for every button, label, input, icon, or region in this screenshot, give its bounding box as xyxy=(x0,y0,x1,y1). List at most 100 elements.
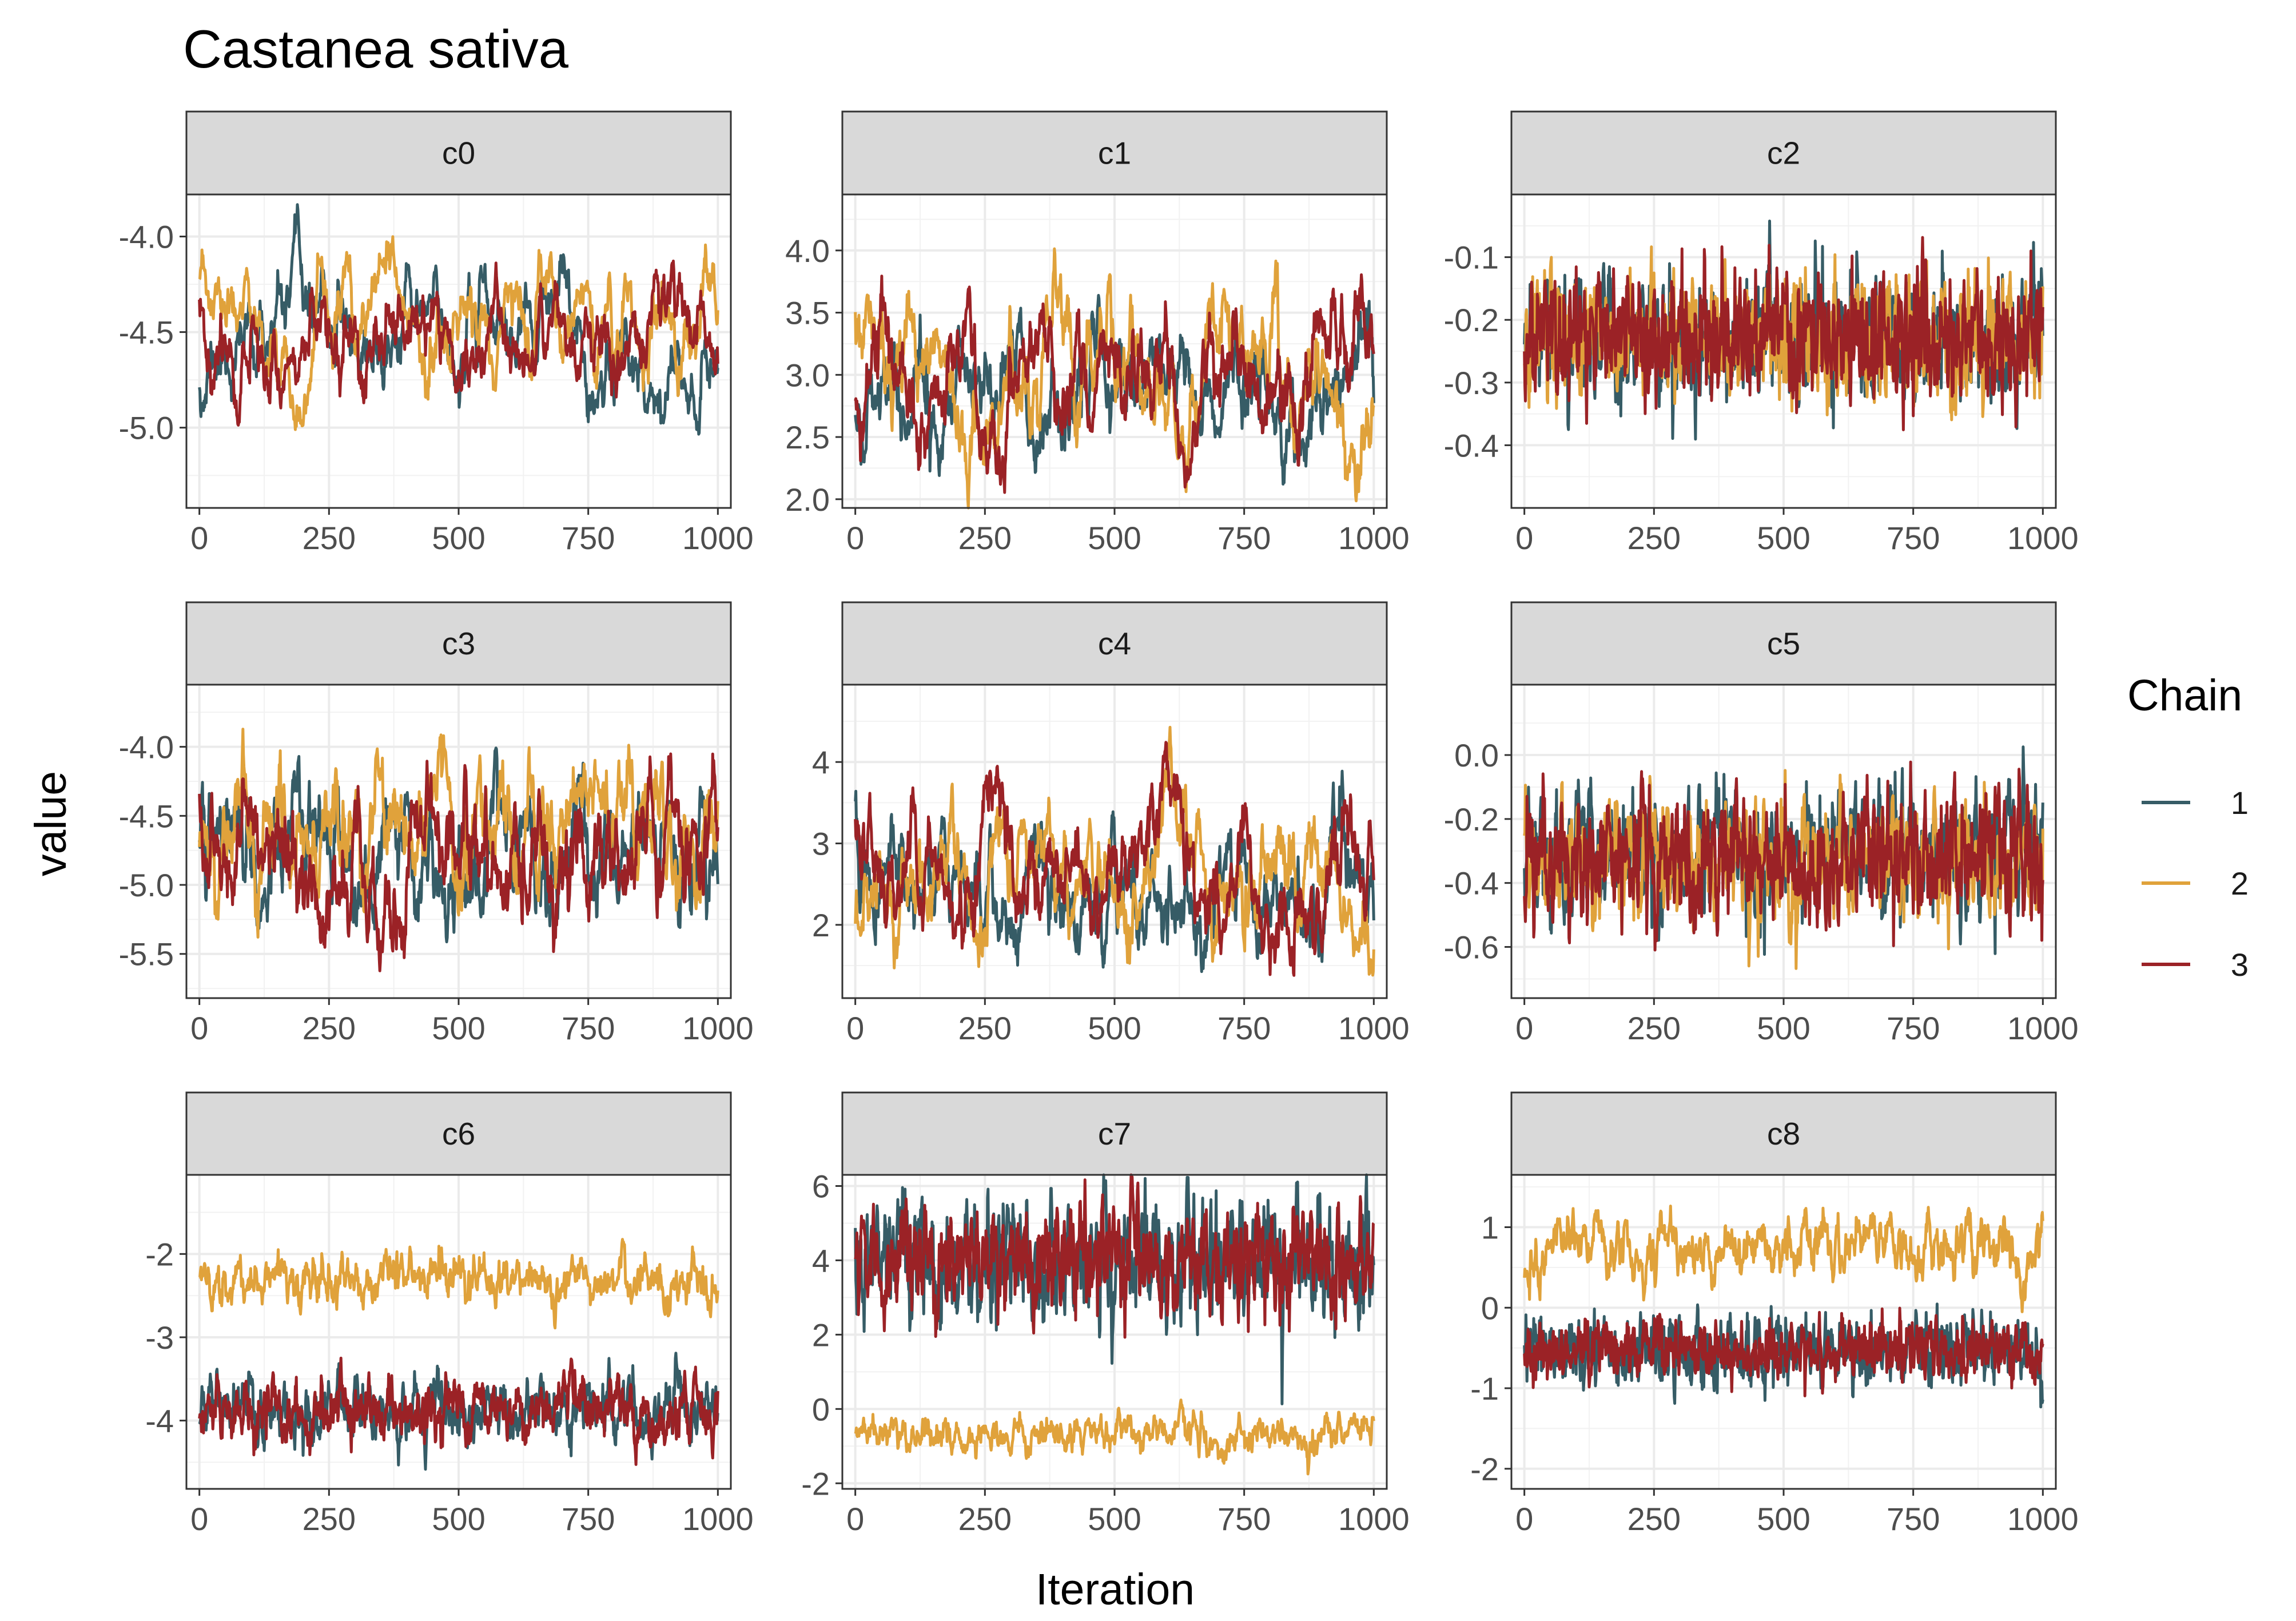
y-tick-label: -1 xyxy=(1470,1370,1499,1407)
strip-c6 xyxy=(185,1091,732,1176)
y-tick-label: 2 xyxy=(812,1317,830,1353)
x-tick-label: 0 xyxy=(846,1010,864,1046)
y-tick-label: -5.5 xyxy=(119,936,174,972)
x-axis-title: Iteration xyxy=(1036,1565,1195,1614)
legend-item-2: 2 xyxy=(2142,865,2249,901)
y-tick-label: -0.4 xyxy=(1444,865,1499,901)
x-tick-label: 750 xyxy=(1887,1010,1940,1046)
x-tick-label: 1000 xyxy=(2007,1010,2079,1046)
y-tick-label: -3 xyxy=(145,1320,174,1356)
x-tick-label: 750 xyxy=(1887,520,1940,556)
strip-c2 xyxy=(1510,110,2057,196)
x-tick-label: 750 xyxy=(1217,1501,1271,1537)
legend: Chain 1 2 3 xyxy=(2127,671,2249,983)
x-tick-label: 500 xyxy=(432,1010,485,1046)
series-line-chain-3 xyxy=(198,1356,719,1466)
y-tick-label: 4.0 xyxy=(785,233,830,269)
legend-label: 3 xyxy=(2231,947,2249,983)
panel-c3: c3 -4.0 -4.5 -5.0 -5.5 0 250 500 750 1000 xyxy=(119,601,754,1046)
series-line-chain-1 xyxy=(854,769,1375,974)
series-line-chain-2 xyxy=(198,235,719,431)
y-tick-label: -0.3 xyxy=(1444,365,1499,401)
y-tick-label: 3.0 xyxy=(785,357,830,393)
x-tick-label: 250 xyxy=(303,1501,356,1537)
y-tick-label: 0 xyxy=(1481,1290,1499,1326)
x-tick-label: 250 xyxy=(303,1010,356,1046)
y-tick-label: -2 xyxy=(145,1236,174,1272)
x-tick-label: 500 xyxy=(1088,1010,1141,1046)
x-tick-label: 750 xyxy=(1887,1501,1940,1537)
panel-c4: c4 4 3 2 0 250 500 750 1000 xyxy=(812,601,1410,1046)
x-tick-label: 500 xyxy=(1757,1010,1810,1046)
series-line-chain-3 xyxy=(1523,760,2044,952)
strip-c0 xyxy=(185,110,732,196)
series-line-chain-3 xyxy=(854,273,1375,494)
x-tick-label: 250 xyxy=(958,1501,1012,1537)
x-tick-label: 250 xyxy=(1628,1501,1681,1537)
strip-label-c1: c1 xyxy=(1098,136,1131,171)
y-tick-label: -2 xyxy=(1470,1451,1499,1487)
y-tick-label: 3 xyxy=(812,826,830,862)
facet-panels: c0-4.0-4.5-5.00 250 500 750 1000c14.03.53.02… xyxy=(119,110,2079,1537)
series-line-chain-2 xyxy=(1523,1205,2044,1313)
series-line-chain-3 xyxy=(1523,236,2044,431)
y-tick-label: -0.2 xyxy=(1444,801,1499,837)
x-tick-label: 1000 xyxy=(2007,1501,2079,1537)
x-tick-label: 750 xyxy=(1217,520,1271,556)
legend-label: 2 xyxy=(2231,865,2249,901)
x-tick-label: 0 xyxy=(190,1501,208,1537)
panel-c2: c2 -0.1 -0.2 -0.3 -0.4 0 250 500 750 1000 xyxy=(1444,110,2079,556)
y-tick-label: 2.5 xyxy=(785,419,830,455)
panel-c5: c5 0.0 -0.2 -0.4 -0.6 0 250 500 750 1000 xyxy=(1444,601,2079,1046)
strip-c8 xyxy=(1510,1091,2057,1176)
x-tick-label: 0 xyxy=(1515,1501,1533,1537)
y-tick-label: 3.5 xyxy=(785,295,830,331)
y-tick-label: -5.0 xyxy=(119,867,174,903)
series-line-chain-2 xyxy=(854,726,1375,977)
strip-label-c4: c4 xyxy=(1098,626,1131,661)
strip-label-c3: c3 xyxy=(442,626,475,661)
x-tick-label: 750 xyxy=(562,520,615,556)
y-tick-label: 2 xyxy=(812,907,830,943)
y-tick-label: -5.0 xyxy=(119,410,174,446)
y-tick-label: 2.0 xyxy=(785,482,830,518)
x-tick-label: 1000 xyxy=(1338,1010,1410,1046)
y-tick-label: -0.1 xyxy=(1444,240,1499,276)
y-tick-label: -0.4 xyxy=(1444,427,1499,463)
y-tick-label: 6 xyxy=(812,1168,830,1204)
y-tick-label: -4.5 xyxy=(119,798,174,834)
y-tick-label: -2 xyxy=(801,1465,830,1501)
x-tick-label: 250 xyxy=(958,1010,1012,1046)
y-tick-label: 4 xyxy=(812,744,830,780)
series-line-chain-3 xyxy=(854,1173,1375,1339)
series-line-chain-2 xyxy=(198,1238,719,1330)
strip-c4 xyxy=(841,601,1388,686)
strip-label-c2: c2 xyxy=(1767,136,1800,171)
y-tick-label: 0 xyxy=(812,1391,830,1427)
series-line-chain-2 xyxy=(854,1398,1375,1476)
x-tick-label: 500 xyxy=(432,520,485,556)
x-tick-label: 250 xyxy=(1628,1010,1681,1046)
y-tick-label: 1 xyxy=(1481,1210,1499,1246)
x-tick-label: 500 xyxy=(1088,520,1141,556)
x-tick-label: 1000 xyxy=(682,1010,754,1046)
strip-label-c5: c5 xyxy=(1767,626,1800,661)
x-tick-label: 250 xyxy=(958,520,1012,556)
y-tick-label: -4.0 xyxy=(119,219,174,255)
x-tick-label: 500 xyxy=(1757,520,1810,556)
strip-label-c0: c0 xyxy=(442,136,475,171)
strip-c5 xyxy=(1510,601,2057,686)
series-line-chain-2 xyxy=(1523,245,2044,422)
x-tick-label: 1000 xyxy=(2007,520,2079,556)
x-tick-label: 1000 xyxy=(1338,520,1410,556)
x-tick-label: 500 xyxy=(1757,1501,1810,1537)
x-tick-label: 750 xyxy=(562,1010,615,1046)
series-line-chain-3 xyxy=(198,259,719,427)
strip-label-c7: c7 xyxy=(1098,1116,1131,1151)
y-tick-label: 0.0 xyxy=(1454,737,1499,773)
y-tick-label: -0.2 xyxy=(1444,302,1499,338)
legend-item-1: 1 xyxy=(2142,785,2249,821)
y-tick-label: 4 xyxy=(812,1242,830,1278)
strip-label-c8: c8 xyxy=(1767,1116,1800,1151)
